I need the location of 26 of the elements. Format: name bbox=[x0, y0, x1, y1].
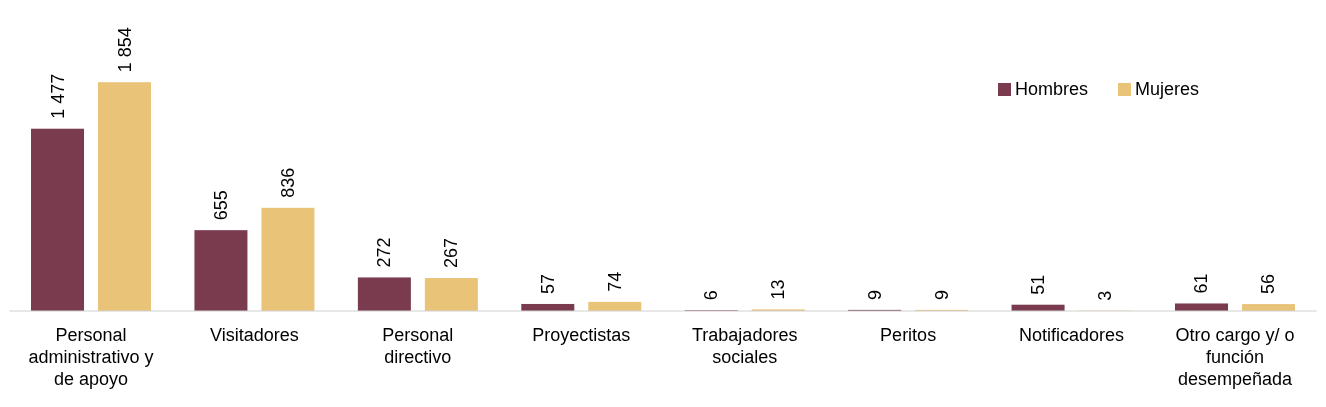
data-label: 836 bbox=[277, 167, 298, 198]
x-tick-label: Personal directivo bbox=[382, 325, 454, 367]
x-tick-label: Trabajadores sociales bbox=[692, 325, 798, 367]
data-label: 3 bbox=[1095, 290, 1116, 301]
legend-label: Hombres bbox=[1015, 79, 1089, 99]
x-tick-label: Peritos bbox=[880, 325, 937, 345]
data-label: 74 bbox=[604, 271, 625, 292]
data-label: 56 bbox=[1258, 274, 1279, 295]
x-tick-label: Visitadores bbox=[210, 325, 299, 345]
data-label: 6 bbox=[701, 290, 722, 301]
data-label: 267 bbox=[441, 238, 462, 269]
x-tick-label: Proyectistas bbox=[532, 325, 631, 345]
x-tick-label: Personal administrativo y de apoyo bbox=[28, 325, 154, 389]
data-label: 13 bbox=[768, 279, 789, 300]
data-label: 9 bbox=[864, 289, 885, 300]
legend-label: Mujeres bbox=[1135, 79, 1200, 99]
data-label: 1 854 bbox=[114, 27, 135, 73]
data-label: 9 bbox=[931, 289, 952, 300]
data-label: 61 bbox=[1191, 273, 1212, 294]
data-label: 655 bbox=[210, 190, 231, 221]
data-label: 1 477 bbox=[47, 73, 68, 119]
data-label: 51 bbox=[1028, 274, 1049, 295]
x-tick-label: Otro cargo y/ o función desempeñada bbox=[1175, 325, 1295, 389]
data-label: 272 bbox=[374, 237, 395, 268]
x-tick-label: Notificadores bbox=[1019, 325, 1125, 345]
data-label: 57 bbox=[537, 273, 558, 294]
